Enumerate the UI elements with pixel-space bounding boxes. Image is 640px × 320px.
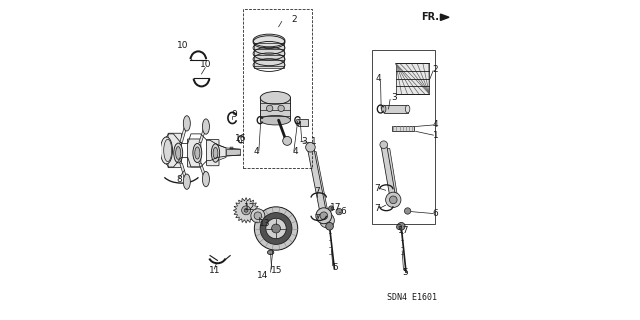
Text: 4: 4 xyxy=(375,74,381,83)
Text: FR.: FR. xyxy=(422,12,440,22)
Text: 12: 12 xyxy=(244,203,255,212)
Bar xyxy=(260,97,291,120)
Ellipse shape xyxy=(253,34,285,47)
Text: 1: 1 xyxy=(433,131,438,140)
Ellipse shape xyxy=(405,105,410,113)
Polygon shape xyxy=(234,197,259,223)
Circle shape xyxy=(266,105,273,112)
Ellipse shape xyxy=(193,143,202,163)
Bar xyxy=(384,105,408,113)
Bar xyxy=(392,125,414,131)
Polygon shape xyxy=(218,145,226,161)
Text: 7: 7 xyxy=(315,214,321,223)
Text: 2: 2 xyxy=(433,65,438,74)
Ellipse shape xyxy=(296,119,300,125)
Circle shape xyxy=(386,192,401,207)
Ellipse shape xyxy=(183,116,190,131)
Bar xyxy=(372,50,435,224)
Text: 6: 6 xyxy=(340,207,346,216)
Circle shape xyxy=(306,142,316,152)
Circle shape xyxy=(271,224,280,233)
Circle shape xyxy=(326,222,333,230)
Circle shape xyxy=(320,212,328,220)
Circle shape xyxy=(380,141,388,148)
Text: 14: 14 xyxy=(257,271,268,280)
Ellipse shape xyxy=(260,92,291,104)
Text: 11: 11 xyxy=(209,266,220,276)
Circle shape xyxy=(320,213,334,228)
Bar xyxy=(253,40,284,68)
Text: 5: 5 xyxy=(332,263,338,272)
Polygon shape xyxy=(199,163,207,179)
Text: 6: 6 xyxy=(433,209,438,218)
Ellipse shape xyxy=(202,172,209,187)
Circle shape xyxy=(404,208,411,214)
Circle shape xyxy=(260,212,292,244)
Bar xyxy=(307,147,327,216)
Text: 7: 7 xyxy=(315,188,321,196)
Text: 3: 3 xyxy=(391,93,397,102)
Circle shape xyxy=(278,105,284,112)
Text: 4: 4 xyxy=(433,120,438,130)
Bar xyxy=(298,119,308,125)
Ellipse shape xyxy=(161,137,173,164)
Bar xyxy=(396,63,429,94)
Text: 16: 16 xyxy=(236,134,247,143)
Ellipse shape xyxy=(268,250,274,255)
Ellipse shape xyxy=(173,143,182,163)
Circle shape xyxy=(251,209,265,223)
Circle shape xyxy=(316,208,332,224)
Bar xyxy=(243,9,312,168)
Circle shape xyxy=(396,224,401,229)
Circle shape xyxy=(254,212,262,220)
Circle shape xyxy=(244,208,248,212)
Text: 3: 3 xyxy=(301,137,307,146)
FancyBboxPatch shape xyxy=(168,133,181,168)
Polygon shape xyxy=(180,123,188,142)
Circle shape xyxy=(336,208,342,215)
Polygon shape xyxy=(180,163,188,182)
Text: 10: 10 xyxy=(177,41,189,51)
Circle shape xyxy=(242,206,250,215)
Text: 15: 15 xyxy=(271,266,283,276)
Text: 4: 4 xyxy=(293,147,299,156)
Circle shape xyxy=(328,206,333,211)
Text: SDN4 E1601: SDN4 E1601 xyxy=(387,293,437,302)
FancyBboxPatch shape xyxy=(207,140,219,166)
Ellipse shape xyxy=(195,147,200,159)
Bar xyxy=(385,148,399,204)
Polygon shape xyxy=(199,125,207,142)
Text: 17: 17 xyxy=(397,226,409,235)
Text: 7: 7 xyxy=(374,184,380,193)
Ellipse shape xyxy=(164,139,172,162)
Polygon shape xyxy=(440,14,449,20)
FancyBboxPatch shape xyxy=(188,139,201,167)
Text: 13: 13 xyxy=(259,219,271,228)
Bar xyxy=(381,144,396,200)
Circle shape xyxy=(390,196,397,204)
Ellipse shape xyxy=(211,144,220,162)
Ellipse shape xyxy=(183,174,190,189)
Ellipse shape xyxy=(175,147,180,159)
Circle shape xyxy=(266,218,286,239)
Text: 8: 8 xyxy=(176,175,182,184)
Circle shape xyxy=(254,207,298,250)
Ellipse shape xyxy=(202,119,209,134)
Bar xyxy=(311,152,330,221)
Text: 2: 2 xyxy=(291,15,297,24)
Circle shape xyxy=(283,136,292,145)
Text: 17: 17 xyxy=(330,203,341,212)
Ellipse shape xyxy=(381,105,386,113)
Text: 5: 5 xyxy=(403,268,408,277)
Text: 10: 10 xyxy=(200,60,211,69)
Circle shape xyxy=(397,222,405,230)
Text: 1: 1 xyxy=(311,137,317,146)
Text: 4: 4 xyxy=(253,147,259,156)
Bar xyxy=(230,147,234,149)
Bar xyxy=(226,149,241,155)
Text: 9: 9 xyxy=(231,110,237,119)
Text: 7: 7 xyxy=(374,204,380,213)
Ellipse shape xyxy=(260,116,291,125)
Ellipse shape xyxy=(213,148,218,159)
